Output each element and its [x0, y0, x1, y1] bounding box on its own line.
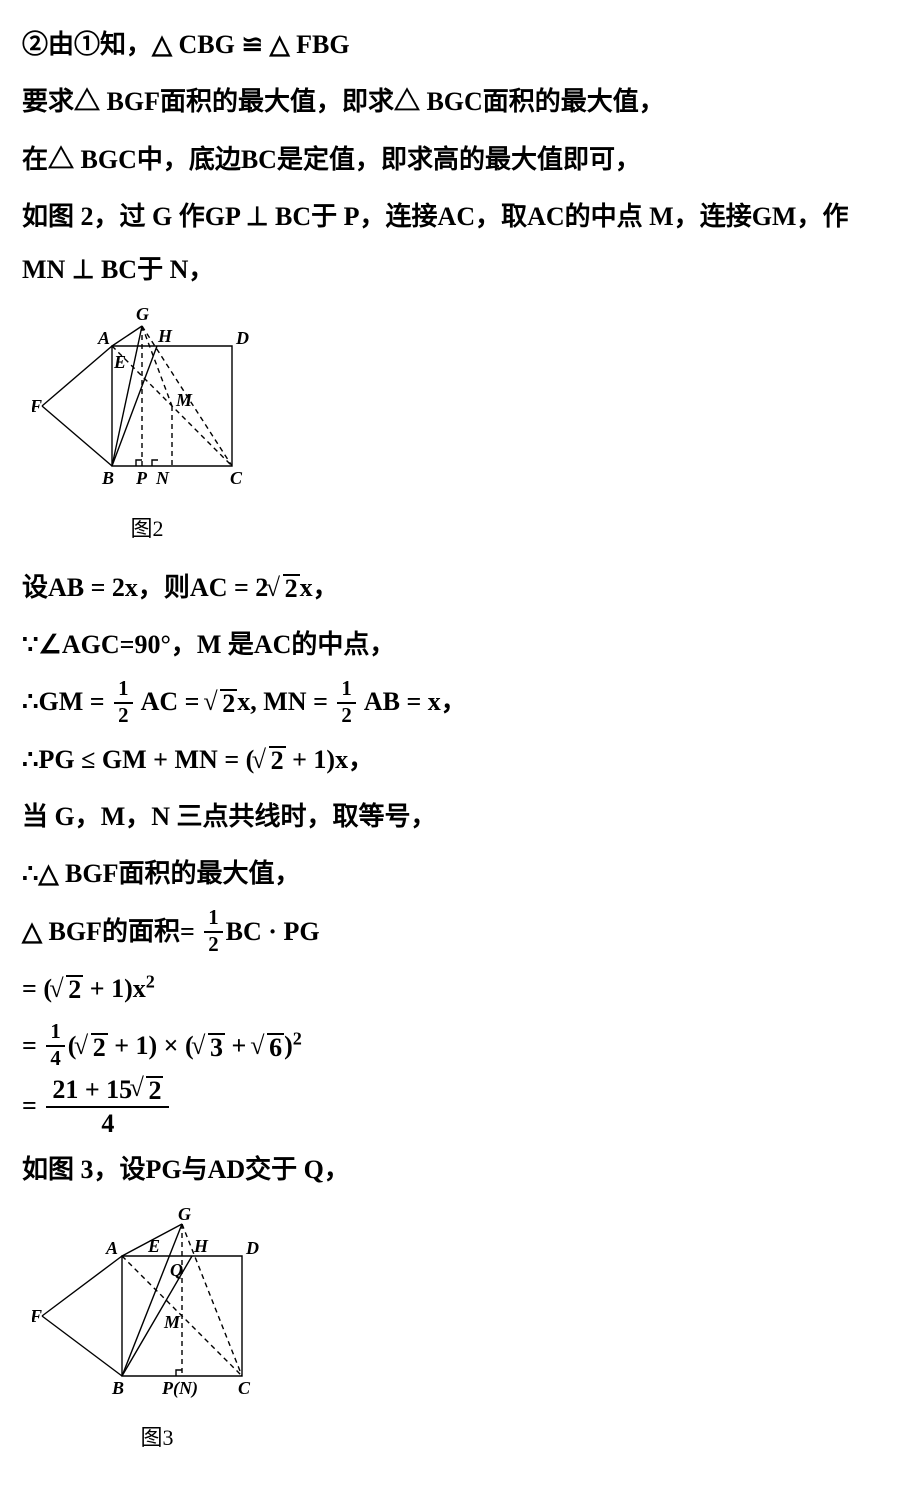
line-11: △ BGF的面积= 12BC · PG — [22, 905, 889, 958]
svg-text:P(N): P(N) — [161, 1378, 198, 1399]
svg-text:Q: Q — [170, 1260, 183, 1280]
frac-half-2: 12 — [337, 679, 355, 727]
figure-3: A G H D E Q M F B P(N) C 图3 — [32, 1206, 889, 1460]
svg-text:C: C — [230, 468, 243, 488]
sqrt2-d: 2 — [52, 962, 83, 1015]
p1-prefix: ②由①知， — [22, 30, 152, 59]
line-13: = 14(2 + 1) × (3 + 6)2 — [22, 1019, 889, 1072]
figure-2: A G H D E M F B P N C 图2 — [32, 306, 889, 550]
figure-2-svg: A G H D E M F B P N C — [32, 306, 262, 491]
svg-text:G: G — [136, 306, 149, 324]
frac-half-1: 12 — [114, 679, 132, 727]
line-1: ②由①知，△ CBG ≌ △ FBG — [22, 18, 889, 71]
figure-2-caption: 图2 — [32, 506, 262, 551]
svg-text:F: F — [32, 1306, 42, 1326]
svg-text:D: D — [245, 1238, 259, 1258]
svg-text:B: B — [111, 1378, 124, 1398]
svg-text:C: C — [238, 1378, 251, 1398]
line-3: 在△ BGC中，底边BC是定值，即求高的最大值即可， — [22, 133, 889, 186]
svg-text:M: M — [163, 1312, 181, 1332]
sqrt2-b: 2 — [206, 675, 237, 728]
figure-3-svg: A G H D E Q M F B P(N) C — [32, 1206, 282, 1401]
sqrt6: 6 — [253, 1019, 284, 1072]
line-8: ∴PG ≤ GM + MN = (2 + 1)x， — [22, 733, 889, 786]
frac-half-3: 12 — [204, 908, 222, 956]
svg-text:B: B — [101, 468, 114, 488]
frac-result: 21 + 1524 — [46, 1075, 169, 1137]
line-7: ∴GM = 12 AC = 2x, MN = 12 AB = x， — [22, 675, 889, 728]
svg-text:F: F — [32, 396, 42, 416]
svg-text:E: E — [113, 352, 126, 372]
svg-text:N: N — [155, 468, 170, 488]
line-6: ∵∠AGC=90°，M 是AC的中点， — [22, 618, 889, 671]
line-5: 设AB = 2x，则AC = 22x， — [22, 561, 889, 614]
svg-text:A: A — [97, 328, 110, 348]
svg-text:H: H — [157, 326, 173, 346]
svg-text:D: D — [235, 328, 249, 348]
line-2: 要求△ BGF面积的最大值，即求△ BGC面积的最大值， — [22, 75, 889, 128]
sqrt2-a: 2 — [268, 561, 299, 614]
frac-quarter: 14 — [46, 1022, 64, 1070]
line-12: = (2 + 1)x2 — [22, 962, 889, 1015]
svg-text:G: G — [178, 1206, 191, 1224]
p1-math: △ CBG ≌ △ FBG — [152, 30, 350, 59]
line-10: ∴△ BGF面积的最大值， — [22, 847, 889, 900]
svg-text:E: E — [147, 1236, 160, 1256]
line-4: 如图 2，过 G 作GP ⊥ BC于 P，连接AC，取AC的中点 M，连接GM，… — [22, 190, 889, 297]
line-15: 如图 3，设PG与AD交于 Q， — [22, 1143, 889, 1196]
sqrt2-e: 2 — [76, 1019, 107, 1072]
svg-text:H: H — [193, 1236, 209, 1256]
svg-text:A: A — [105, 1238, 118, 1258]
svg-text:M: M — [175, 390, 193, 410]
line-14: = 21 + 1524 — [22, 1077, 889, 1139]
svg-text:P: P — [135, 468, 148, 488]
line-9: 当 G，M，N 三点共线时，取等号， — [22, 790, 889, 843]
figure-3-caption: 图3 — [32, 1415, 282, 1460]
sqrt2-c: 2 — [254, 733, 285, 786]
sqrt3: 3 — [194, 1019, 225, 1072]
